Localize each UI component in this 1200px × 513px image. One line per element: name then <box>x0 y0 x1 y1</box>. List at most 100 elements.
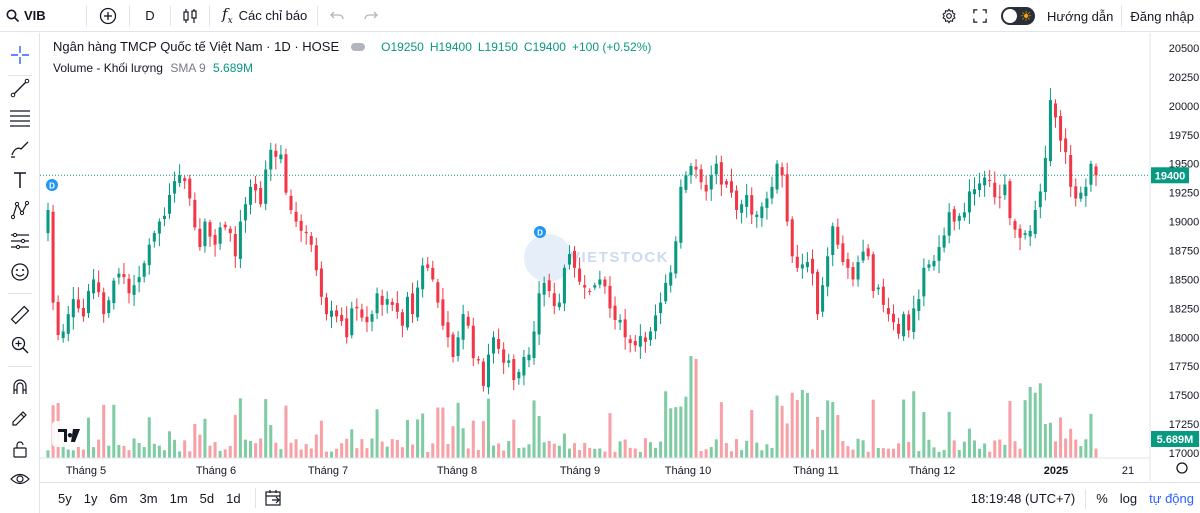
range-button-5d[interactable]: 5d <box>199 490 215 506</box>
volume-bar <box>1028 386 1032 458</box>
candle-body <box>1028 230 1032 237</box>
date-range-button[interactable] <box>264 489 284 507</box>
volume-bar <box>902 399 906 458</box>
candle-body <box>1003 184 1007 196</box>
candle-body <box>314 245 318 271</box>
projection-tool[interactable] <box>8 229 32 253</box>
volume-bar <box>886 448 890 458</box>
magnet-tool[interactable] <box>8 375 32 399</box>
log-button[interactable]: log <box>1119 491 1138 506</box>
trend-line-tool[interactable] <box>8 76 32 100</box>
candle-body <box>1038 191 1042 208</box>
volume-bar <box>350 429 354 458</box>
candle-body <box>972 189 977 195</box>
undo-button[interactable] <box>320 0 354 32</box>
dividend-marker[interactable] <box>534 226 546 238</box>
zoom-in-icon <box>11 336 29 354</box>
candle-body <box>46 210 50 234</box>
time-axis-label: 21 <box>1122 465 1134 477</box>
volume-bar <box>451 426 455 458</box>
chart-type-button[interactable] <box>173 0 207 32</box>
candle-body <box>633 341 637 346</box>
symbol-search[interactable]: VIB <box>0 0 84 32</box>
volume-bar <box>183 440 187 458</box>
volume-bar <box>922 411 926 458</box>
volume-bar <box>86 417 91 458</box>
candle-body <box>340 314 344 322</box>
volume-bar <box>679 406 683 458</box>
fullscreen-button[interactable] <box>965 0 995 32</box>
auto-scale-button[interactable]: tự động <box>1149 491 1194 506</box>
candle-body <box>679 186 683 243</box>
volume-bar <box>132 438 136 458</box>
brush-tool[interactable] <box>8 137 32 161</box>
login-link[interactable]: Đăng nhập <box>1124 0 1200 32</box>
candle-body <box>851 267 855 280</box>
volume-bar <box>365 448 369 458</box>
icons-tool[interactable] <box>8 260 32 284</box>
percent-button[interactable]: % <box>1096 491 1108 506</box>
volume-bar <box>654 447 658 458</box>
volume-bar <box>821 429 825 458</box>
fib-tool[interactable] <box>8 106 32 130</box>
compare-button[interactable] <box>89 0 127 32</box>
volume-bar <box>102 404 106 458</box>
candle-body <box>380 295 384 305</box>
candle-body <box>871 254 875 291</box>
candle-body <box>1069 154 1073 187</box>
volume-bar <box>704 449 708 458</box>
range-button-1d[interactable]: 1d <box>226 490 241 506</box>
ruler-tool[interactable] <box>8 303 32 327</box>
axis-settings-icon[interactable] <box>1176 462 1188 474</box>
theme-toggle[interactable]: ☀ <box>1000 7 1035 25</box>
legend-toggle[interactable] <box>351 42 366 51</box>
candle-body <box>684 175 688 190</box>
guide-link[interactable]: Hướng dẫn <box>1041 0 1119 32</box>
candle-body <box>1023 233 1027 235</box>
time-axis-label: Tháng 7 <box>308 465 348 477</box>
range-button-1y[interactable]: 1y <box>83 490 98 506</box>
pattern-tool[interactable] <box>8 198 32 222</box>
interval-button[interactable]: D <box>132 0 168 32</box>
volume-bar <box>400 447 404 458</box>
volume-bar <box>664 391 668 458</box>
candle-body <box>527 354 531 361</box>
candle-body <box>502 349 506 363</box>
range-button-1m[interactable]: 1m <box>169 490 188 506</box>
price-chart[interactable]: VIETSTOCK 205002025020000197501950019250… <box>40 33 1200 481</box>
crosshair-tool[interactable] <box>8 43 32 67</box>
candle-body <box>400 312 404 326</box>
candle-body <box>714 163 718 175</box>
volume-bar <box>603 451 607 458</box>
volume-bar <box>740 450 744 458</box>
volume-bar <box>608 413 612 458</box>
lock-drawings-tool[interactable] <box>8 437 32 461</box>
range-button-5y[interactable]: 5y <box>58 490 72 506</box>
text-tool[interactable] <box>8 168 32 192</box>
hide-drawings-tool[interactable] <box>8 467 32 491</box>
watermark-logo <box>524 234 572 282</box>
range-button-6m[interactable]: 6m <box>109 490 128 506</box>
candle-body <box>613 305 617 320</box>
zoom-in-tool[interactable] <box>8 333 32 357</box>
volume-bar <box>952 440 956 458</box>
range-button-3m[interactable]: 3m <box>139 490 158 506</box>
price-tick-label: 18000 <box>1169 332 1200 344</box>
volume-bar <box>76 446 80 458</box>
volume-bar <box>157 445 161 458</box>
redo-button[interactable] <box>354 0 388 32</box>
candle-body <box>547 280 551 291</box>
candle-body <box>648 331 652 341</box>
indicators-button[interactable]: fx Các chỉ báo <box>212 0 315 32</box>
price-tick-label: 20500 <box>1169 43 1200 55</box>
candle-body <box>583 285 587 288</box>
stay-drawing-tool[interactable] <box>8 405 32 429</box>
settings-button[interactable] <box>933 0 965 32</box>
volume-bar <box>527 444 531 458</box>
candle-body <box>740 204 744 213</box>
candle-body <box>912 308 916 332</box>
candle-body <box>173 181 177 194</box>
dividend-marker[interactable] <box>46 179 58 191</box>
candle-body <box>213 234 217 245</box>
projection-icon <box>11 232 29 250</box>
